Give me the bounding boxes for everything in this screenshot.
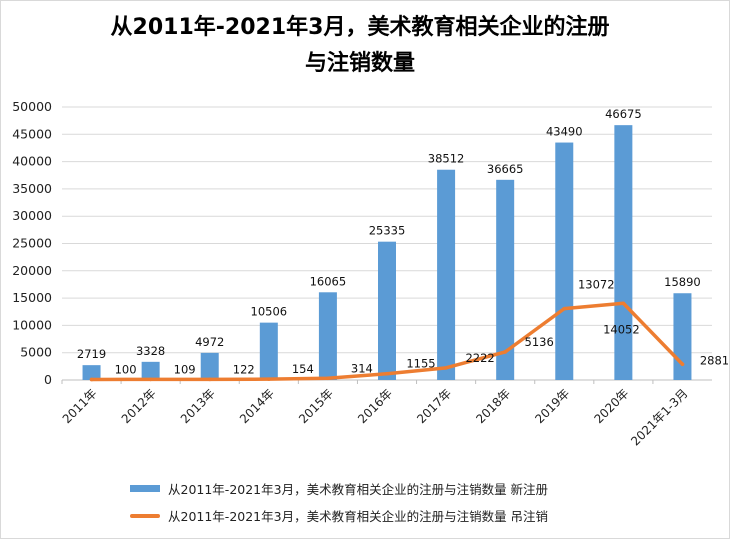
y-tick-label: 20000 [12,263,52,278]
bar-data-label: 15890 [664,275,701,289]
line-data-label: 109 [174,362,196,376]
bar [614,125,633,380]
bar [437,169,456,380]
line-data-label: 5136 [525,335,554,349]
bar-data-label: 46675 [605,107,642,121]
x-tick-label: 2015年 [296,386,336,426]
bar [496,179,515,380]
bar-data-label: 25335 [369,224,406,238]
line-data-label: 314 [351,361,373,375]
line-data-label: 122 [233,362,255,376]
x-tick-label: 2017年 [414,386,454,426]
line-point [207,377,212,382]
bar-data-label: 10506 [251,305,288,319]
bar-data-label: 2719 [77,347,106,361]
bar [82,365,101,380]
y-tick-label: 30000 [12,208,52,223]
legend-item-cancellations: 从2011年-2021年3月，美术教育相关企业的注册与注销数量 吊注销 [130,506,548,525]
bar-data-label: 16065 [310,274,347,288]
bar [259,322,278,380]
line-data-label: 13072 [578,278,615,292]
line-point [680,362,685,367]
bar [378,241,396,380]
legend-label-cancellations: 从2011年-2021年3月，美术教育相关企业的注册与注销数量 吊注销 [168,509,549,524]
line-point [562,306,567,311]
line-point [326,376,330,381]
legend-label-new-registrations: 从2011年-2021年3月，美术教育相关企业的注册与注销数量 新注册 [168,482,549,497]
x-tick-label: 2013年 [178,386,218,426]
legend-item-new-registrations: 从2011年-2021年3月，美术教育相关企业的注册与注销数量 新注册 [130,479,548,498]
line-data-label: 154 [292,362,314,376]
x-tick-label: 2014年 [237,386,277,426]
line-point [267,377,271,381]
bar-data-label: 3328 [136,344,165,358]
bar [555,142,574,380]
line-point [503,350,507,354]
x-tick-label: 2016年 [355,386,395,426]
y-tick-label: 45000 [12,126,52,141]
line-point [444,366,448,370]
bar-data-label: 43490 [546,125,583,139]
chart-title-line-2: 与注销数量 [304,51,415,76]
x-tick-label: 2021年1-3月 [628,386,690,448]
bar [318,292,337,380]
line-point [148,377,153,382]
y-tick-label: 35000 [12,181,52,196]
legend-swatch-bar [130,485,160,492]
legend-swatch-line [130,513,160,518]
line-point [385,371,389,376]
line-data-label: 2881 [700,353,729,367]
x-tick-label: 2019年 [532,386,572,426]
x-tick-label: 2020年 [592,386,632,426]
bar-data-label: 4972 [195,335,224,349]
y-tick-label: 5000 [20,345,52,360]
chart-title: 从2011年-2021年3月，美术教育相关企业的注册 与注销数量 [40,10,680,82]
bar-data-label: 38512 [428,152,465,166]
y-tick-label: 15000 [12,290,52,305]
line-data-label: 100 [115,362,137,376]
line-data-label: 14052 [603,322,640,336]
line-point [621,301,626,306]
line-data-label: 1155 [406,357,435,371]
bar-data-label: 36665 [487,162,524,176]
line-data-label: 2222 [465,351,494,365]
y-tick-label: 0 [44,372,52,387]
x-tick-label: 2011年 [60,386,100,426]
bar [141,361,160,380]
x-tick-label: 2018年 [473,386,513,426]
y-tick-label: 25000 [12,236,52,251]
bar [673,293,692,380]
y-tick-label: 40000 [12,154,52,169]
bar [200,352,219,380]
line-point [89,377,94,382]
y-tick-label: 10000 [12,317,52,332]
x-tick-label: 2012年 [119,386,159,426]
chart-title-line-1: 从2011年-2021年3月，美术教育相关企业的注册 [110,15,610,40]
y-tick-label: 50000 [12,99,52,114]
